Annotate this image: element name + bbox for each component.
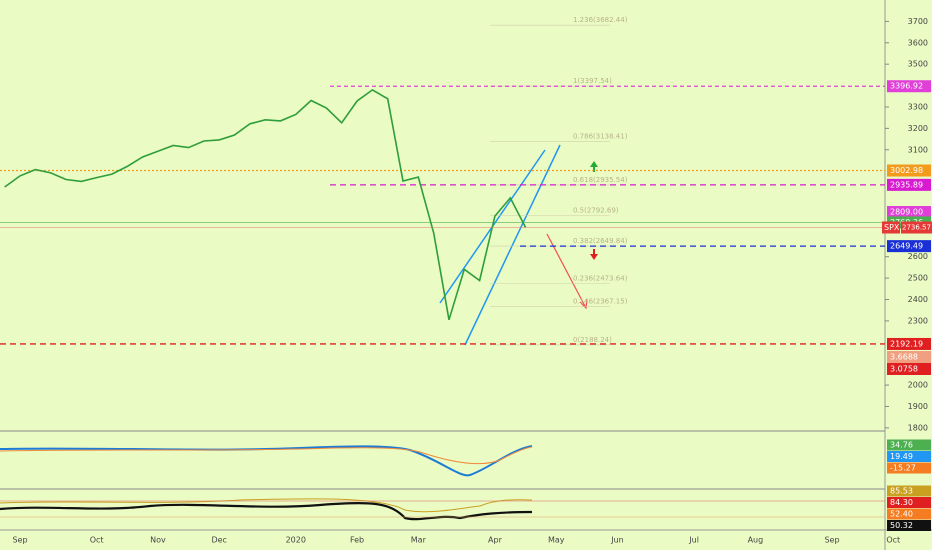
last-price-tag bbox=[901, 221, 932, 234]
fib-label: 0.5(2792.69) bbox=[573, 206, 619, 214]
level-tag bbox=[887, 240, 931, 253]
y-tick-label: 3300 bbox=[908, 102, 928, 111]
level-label: 2809.00 bbox=[890, 208, 923, 217]
level-tag bbox=[887, 164, 931, 177]
level-label: 2935.89 bbox=[890, 180, 923, 189]
fib-label: 1.236(3682.44) bbox=[573, 16, 628, 24]
fib-label: 0(2188.24) bbox=[573, 336, 612, 344]
indicator-label: 85.53 bbox=[890, 487, 913, 496]
x-tick-label: Sep bbox=[824, 536, 839, 545]
x-tick-label: Dec bbox=[211, 536, 226, 545]
level-tag bbox=[887, 80, 931, 93]
level-label: 3002.98 bbox=[890, 166, 923, 175]
x-tick-label: May bbox=[548, 536, 565, 545]
indicator-label: 84.30 bbox=[890, 498, 913, 507]
indicator-tag bbox=[887, 485, 931, 497]
y-tick-label: 1800 bbox=[908, 423, 928, 432]
level-tag bbox=[887, 337, 931, 350]
volume-tag bbox=[887, 363, 931, 375]
level-label: 2649.49 bbox=[890, 242, 923, 251]
x-tick-label: Jul bbox=[688, 536, 699, 545]
x-tick-label: Nov bbox=[150, 536, 166, 545]
level-label: 2192.19 bbox=[890, 339, 923, 348]
indicator-label: -15.27 bbox=[890, 464, 916, 473]
indicator-label: 34.76 bbox=[890, 441, 913, 450]
y-tick-label: 2300 bbox=[908, 316, 928, 325]
indicator-label: 52.40 bbox=[890, 510, 913, 519]
x-tick-label: Oct bbox=[886, 536, 900, 545]
fib-label: 0.146(2367.15) bbox=[573, 298, 628, 306]
y-tick-label: 3200 bbox=[908, 124, 928, 133]
indicator-tag bbox=[887, 462, 931, 474]
macd-line bbox=[0, 445, 533, 477]
last-price-label: 2736.57 bbox=[902, 223, 931, 231]
volume-label: 3.0758 bbox=[890, 365, 918, 374]
y-tick-label: 1900 bbox=[908, 402, 928, 411]
fib-label: 0.786(3138.41) bbox=[573, 133, 628, 141]
fib-label: 1(3397.54) bbox=[573, 77, 612, 85]
x-tick-label: Oct bbox=[90, 536, 104, 545]
fib-label: 0.618(2935.54) bbox=[573, 176, 628, 184]
y-tick-label: 2500 bbox=[908, 274, 928, 283]
x-tick-label: Feb bbox=[350, 536, 364, 545]
y-tick-label: 2000 bbox=[908, 381, 928, 390]
indicator-label: 50.32 bbox=[890, 521, 913, 530]
indicator-tag bbox=[887, 520, 931, 531]
x-tick-label: Jun bbox=[610, 536, 624, 545]
indicator-tag bbox=[887, 497, 931, 508]
indicator-tag bbox=[887, 451, 931, 462]
x-tick-label: Mar bbox=[411, 536, 427, 545]
channel-line bbox=[464, 144, 561, 346]
level-tag bbox=[887, 178, 931, 191]
rsi-line bbox=[0, 501, 533, 521]
x-tick-label: Sep bbox=[12, 536, 27, 545]
rsi-band bbox=[0, 498, 533, 513]
indicator-label: 19.49 bbox=[890, 452, 913, 461]
y-tick-label: 2400 bbox=[908, 295, 928, 304]
y-tick-label: 3100 bbox=[908, 145, 928, 154]
x-tick-label: Apr bbox=[488, 536, 503, 545]
level-label: 3396.92 bbox=[890, 82, 923, 91]
y-tick-label: 2600 bbox=[908, 252, 928, 261]
up-arrow bbox=[590, 161, 598, 172]
y-tick-label: 3600 bbox=[908, 38, 928, 47]
level-tag bbox=[887, 206, 931, 219]
volume-label: 3.6688 bbox=[890, 353, 918, 362]
down-arrow bbox=[590, 249, 598, 260]
fib-label: 0.382(2649.84) bbox=[573, 237, 628, 245]
y-tick-label: 3500 bbox=[908, 60, 928, 69]
fib-label: 0.236(2473.64) bbox=[573, 275, 628, 283]
volume-tag bbox=[887, 351, 931, 363]
y-tick-label: 3700 bbox=[908, 17, 928, 26]
symbol-label: SPX bbox=[884, 223, 900, 232]
arrow-head bbox=[579, 298, 588, 310]
signal-line bbox=[0, 446, 533, 465]
indicator-tag bbox=[887, 508, 931, 520]
indicator-tag bbox=[887, 439, 931, 451]
price-line bbox=[4, 88, 527, 321]
symbol-tag bbox=[882, 221, 900, 234]
x-tick-label: Aug bbox=[748, 536, 764, 545]
x-tick-label: 2020 bbox=[286, 536, 306, 545]
